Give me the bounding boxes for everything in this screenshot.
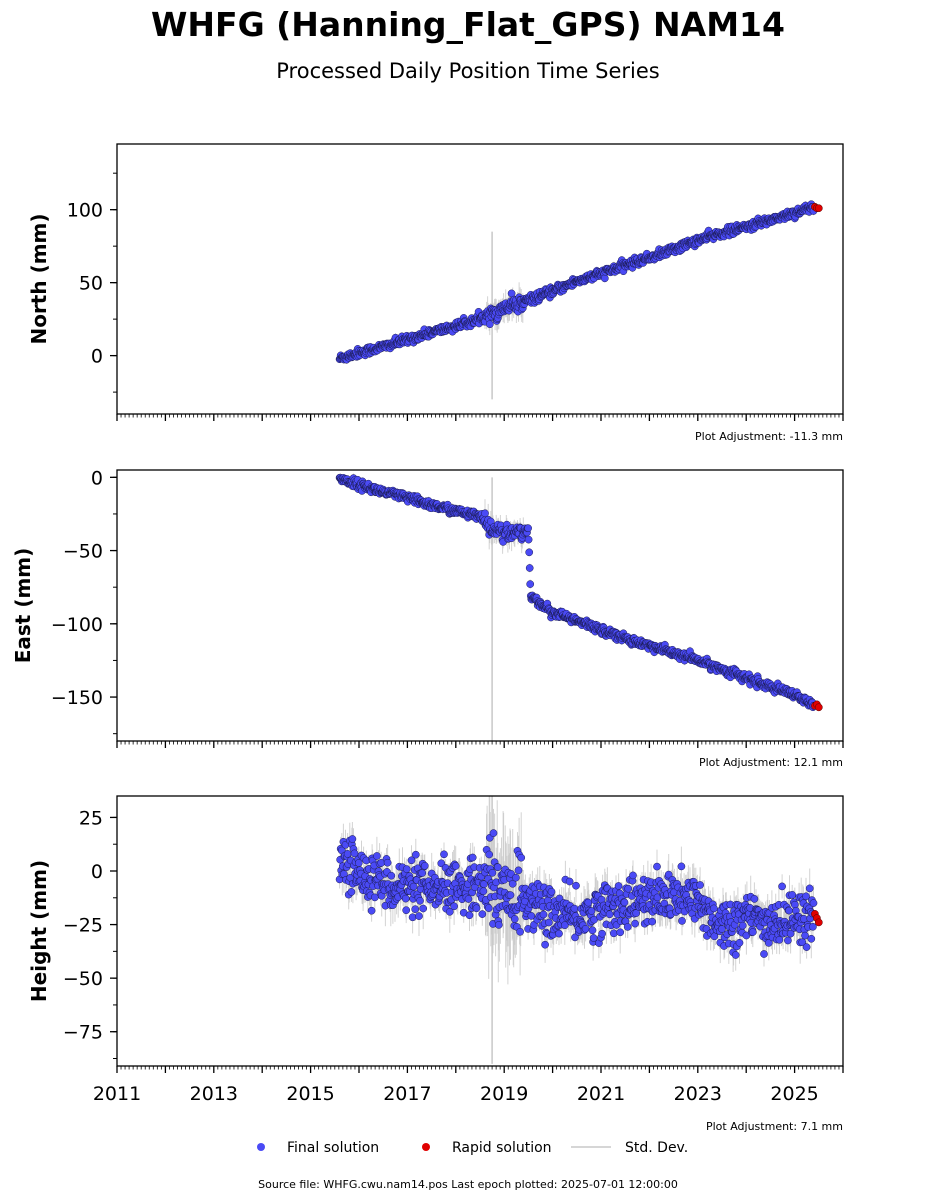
north-panel: 0 50 100 North (mm) [27, 143, 844, 421]
final-point [526, 580, 535, 588]
y-tick-label: −100 [51, 614, 103, 636]
final-point [387, 871, 396, 880]
plot-area [335, 200, 823, 400]
axes-frame [116, 143, 844, 415]
final-point [401, 894, 410, 903]
plot-area [335, 473, 823, 741]
plot-area [335, 796, 823, 1064]
final-point [525, 564, 534, 572]
final-point [481, 509, 489, 518]
std-dev-bars [339, 473, 814, 741]
final-point [383, 858, 392, 867]
final-points [335, 473, 818, 712]
final-point [367, 906, 376, 915]
y-axis-label: East (mm) [11, 548, 35, 664]
y-tick-label: −50 [63, 541, 103, 563]
final-point [350, 849, 359, 858]
final-point [343, 850, 352, 858]
y-tick-label: 50 [79, 273, 103, 295]
y-axis-label: North (mm) [27, 213, 51, 344]
final-point [524, 535, 533, 544]
chart-subtitle: Processed Daily Position Time Series [276, 59, 660, 83]
final-point [524, 524, 532, 533]
final-point [347, 888, 356, 896]
east-panel: 0 −50 −100 −150 East (mm) [11, 467, 844, 748]
final-points [335, 829, 818, 959]
y-tick-label: 100 [67, 200, 103, 222]
chart-title: WHFG (Hanning_Flat_GPS) NAM14 [151, 5, 785, 44]
rapid-point [814, 703, 823, 712]
final-point [348, 835, 357, 843]
y-tick-label: 0 [91, 346, 103, 368]
y-tick-label: −150 [51, 687, 103, 709]
rapid-point [814, 204, 823, 213]
final-point [600, 274, 609, 283]
final-point [373, 852, 381, 860]
final-point [402, 906, 411, 915]
y-tick-label: 0 [91, 467, 103, 489]
final-points [335, 200, 818, 364]
final-point [485, 320, 494, 329]
final-point [525, 548, 534, 557]
